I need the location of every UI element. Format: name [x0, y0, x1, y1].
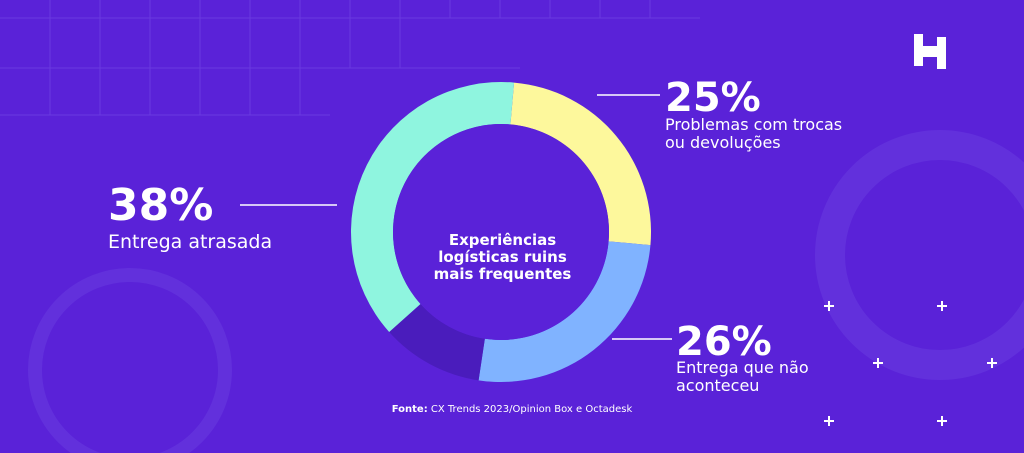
background-grid — [0, 0, 700, 116]
donut — [351, 82, 651, 382]
donut-segment — [389, 303, 485, 381]
value-label: 25% — [665, 75, 761, 121]
donut-segment — [351, 82, 515, 332]
value-label: 26% — [676, 319, 772, 365]
donut-hole — [393, 124, 609, 340]
plus-signs — [824, 301, 997, 426]
donut-segment — [478, 241, 651, 382]
leader-lines — [240, 94, 672, 340]
category-label: Entrega que não aconteceu — [676, 358, 809, 395]
chart-title: Experiências logísticas ruins mais frequ… — [433, 231, 572, 283]
source: Fonte: CX Trends 2023/Opinion Box e Octa… — [0, 404, 1024, 415]
logo — [914, 34, 946, 69]
source-text: CX Trends 2023/Opinion Box e Octadesk — [430, 404, 633, 415]
decor-circle — [28, 268, 232, 453]
value-label: 38% — [108, 180, 214, 231]
category-label: Entrega atrasada — [108, 231, 273, 253]
decor-circle — [815, 130, 1024, 380]
donut-segment — [510, 82, 651, 246]
category-label: Problemas com trocas ou devoluções — [665, 115, 843, 152]
source-label: Fonte: — [391, 404, 428, 415]
